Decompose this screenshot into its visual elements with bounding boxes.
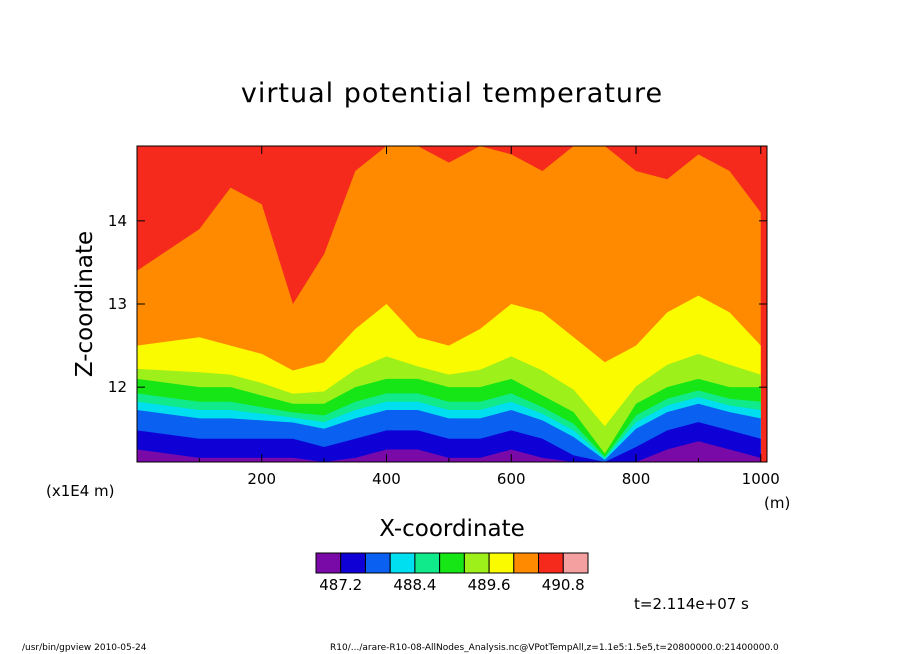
colorbar-swatch xyxy=(389,552,416,574)
x-tick-label: 600 xyxy=(497,470,526,488)
y-tick-label: 13 xyxy=(108,295,127,313)
y-unit-label: (x1E4 m) xyxy=(46,482,115,500)
colorbar-swatch xyxy=(488,552,515,574)
footer-left: /usr/bin/gpview 2010-05-24 xyxy=(22,643,147,653)
colorbar-swatch xyxy=(315,552,342,574)
x-tick-label: 800 xyxy=(622,470,651,488)
colorbar-swatch xyxy=(439,552,465,574)
colorbar-swatch xyxy=(538,552,564,574)
colorbar-swatch xyxy=(364,552,391,574)
chart-title: virtual potential temperature xyxy=(241,78,663,109)
time-label: t=2.114e+07 s xyxy=(634,595,749,613)
colorbar-swatch xyxy=(340,552,366,574)
plot-area xyxy=(137,146,767,462)
colorbar-swatch xyxy=(414,552,441,574)
x-axis-title: X-coordinate xyxy=(379,516,525,542)
colorbar-label: 489.6 xyxy=(468,576,511,594)
colorbar-swatch xyxy=(463,552,490,574)
colorbar: 487.2 488.4 489.6 490.8 xyxy=(315,552,589,594)
y-tick-label: 12 xyxy=(108,378,127,396)
colorbar-label: 490.8 xyxy=(542,576,585,594)
y-axis-title: Z-coordinate xyxy=(72,231,98,377)
x-tick-label: 400 xyxy=(372,470,401,488)
colorbar-swatch xyxy=(513,552,540,574)
axis-ticks: 200 400 600 800 1000 12 13 14 xyxy=(108,146,780,488)
x-tick-label: 200 xyxy=(247,470,276,488)
colorbar-swatch xyxy=(562,552,589,574)
y-tick-label: 14 xyxy=(108,212,127,230)
band-darkblue xyxy=(137,422,761,462)
footer-right: R10/.../arare-R10-08-AllNodes_Analysis.n… xyxy=(330,643,779,653)
x-unit-label: (m) xyxy=(764,494,790,512)
colorbar-label: 487.2 xyxy=(319,576,362,594)
colorbar-label: 488.4 xyxy=(393,576,436,594)
x-tick-label: 1000 xyxy=(742,470,780,488)
